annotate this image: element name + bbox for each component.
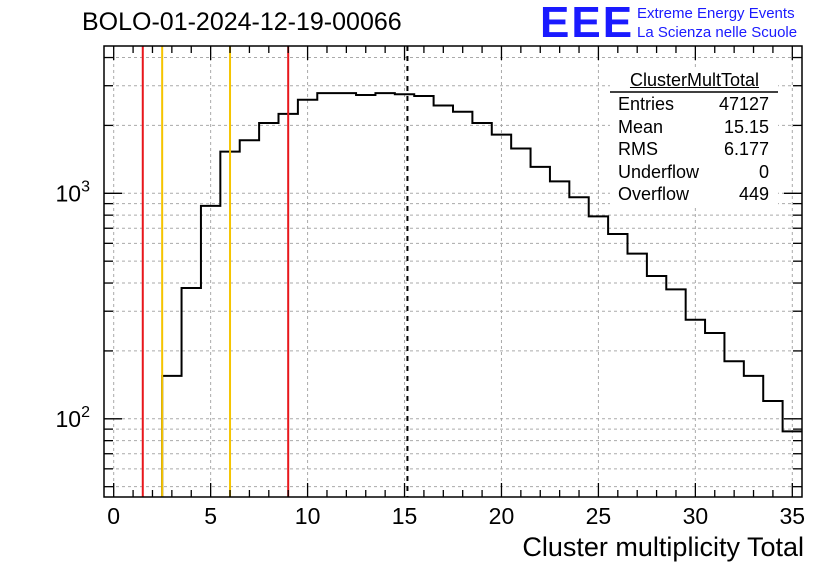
stats-value: 6.177 — [723, 139, 769, 159]
x-tick-label: 5 — [204, 503, 217, 529]
stats-label: Entries — [618, 94, 675, 114]
stats-label: Underflow — [618, 161, 700, 182]
stats-value: 15.15 — [723, 116, 769, 137]
histogram-line — [161, 92, 802, 497]
stats-label: Overflow — [618, 184, 690, 204]
y-tick-label: 102 — [56, 404, 91, 432]
logo-line-1: Extreme Energy Events — [637, 5, 795, 22]
stats-value: 449 — [738, 184, 769, 204]
chart-title: BOLO-01-2024-12-19-00066 — [82, 8, 402, 36]
x-tick-label: 0 — [107, 503, 120, 529]
x-axis-label: Cluster multiplicity Total — [522, 532, 804, 562]
logo-mark: EEE — [540, 0, 635, 47]
stats-row-rms: RMS 6.177 — [612, 138, 777, 161]
x-tick-label: 15 — [392, 503, 418, 529]
stats-box-bg — [610, 70, 778, 208]
x-tick-label: 30 — [683, 503, 709, 529]
stats-label: RMS — [618, 139, 658, 159]
stats-title: ClusterMultTotal — [629, 70, 760, 90]
stats-row-overflow: Overflow 449 — [612, 183, 777, 206]
x-tick-label: 10 — [295, 503, 321, 529]
stats-box: ClusterMultTotal Entries 47127 Mean 15.1… — [612, 70, 777, 206]
x-tick-label: 20 — [489, 503, 515, 529]
stats-label: Mean — [618, 116, 664, 137]
stats-value: 47127 — [718, 94, 769, 114]
y-tick-label: 103 — [56, 178, 91, 206]
stats-row-mean: Mean 15.15 — [612, 116, 777, 139]
x-tick-label: 35 — [780, 503, 806, 529]
plot-frame — [103, 45, 803, 498]
logo-line-2: La Scienza nelle Scuole — [637, 24, 798, 41]
stats-row-underflow: Underflow 0 — [612, 161, 777, 184]
x-tick-label: 25 — [586, 503, 612, 529]
stats-value: 0 — [758, 161, 769, 182]
stats-row-entries: Entries 47127 — [612, 93, 777, 116]
